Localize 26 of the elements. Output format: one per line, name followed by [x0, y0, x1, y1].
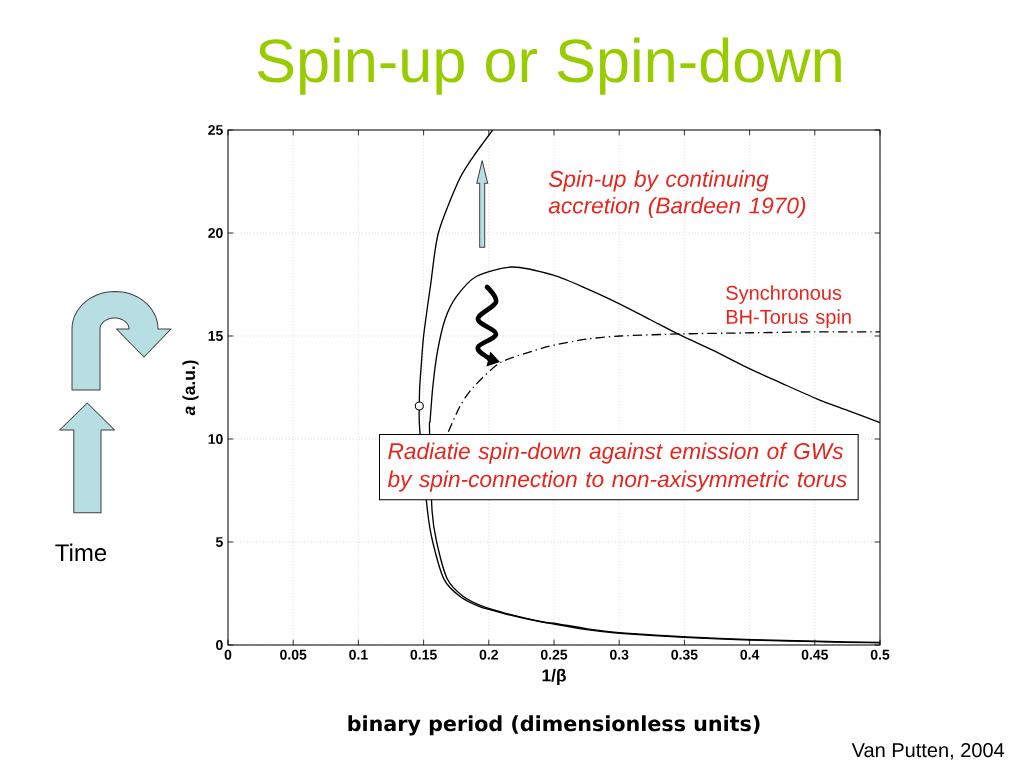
- y-tick-label: 5: [215, 537, 223, 547]
- y-tick-label: 20: [208, 228, 223, 238]
- x-tick-label: 0.3: [610, 649, 629, 660]
- text: binary period (dimensionless units): [348, 715, 760, 736]
- y-tick-label: 15: [208, 331, 223, 341]
- x-tick-label: 0.5: [870, 649, 890, 660]
- chart-title: Spin-up or Spin-down: [257, 37, 841, 95]
- x-tick-label: 0: [224, 649, 232, 660]
- x-tick-label: 0.35: [671, 649, 698, 660]
- x-tick-label: 0.2: [479, 649, 498, 660]
- x-tick-label: 0.15: [410, 649, 437, 660]
- series-label: Synchronous BH-Torus spin: [726, 285, 851, 328]
- x-tick-label: 0.25: [540, 649, 568, 660]
- y-tick-label: 0: [216, 640, 223, 650]
- x-tick-label: 0.1: [349, 649, 368, 660]
- x-tick-label: 0.4: [740, 649, 760, 660]
- y-axis-title: a (a.u.): [182, 360, 199, 416]
- x-tick-label: 0.05: [280, 649, 307, 660]
- text: Van Putten, 2004: [851, 743, 1005, 760]
- annotation: Spin-up by continuing accretion (Bardeen 1970): [548, 170, 806, 219]
- y-tick-label: 10: [208, 434, 223, 444]
- text: Time: [55, 543, 107, 562]
- x-axis-title: 1/β: [542, 668, 566, 685]
- annotation: Radiatie spin-down against emission of GWs by spin-connection to non-axisymmetric torus: [387, 442, 847, 492]
- y-tick-label: 25: [208, 125, 223, 135]
- x-tick-label: 0.45: [801, 649, 829, 660]
